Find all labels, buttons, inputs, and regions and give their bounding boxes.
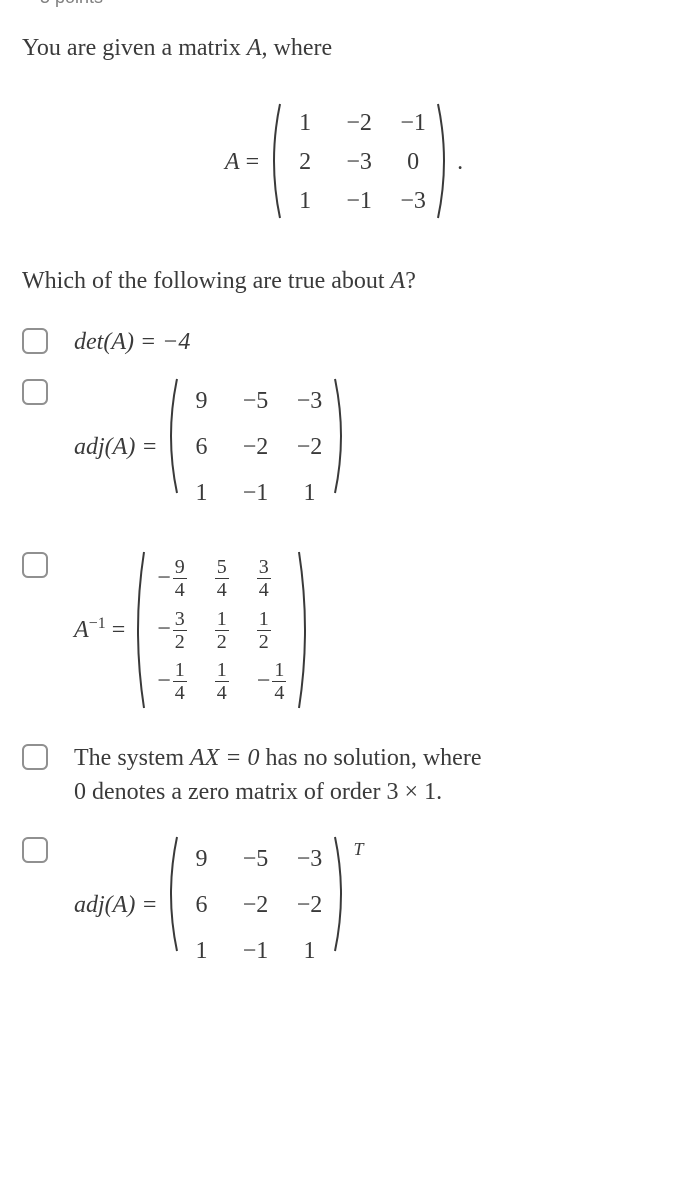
opt5-content: adj(A) = 9 −5 −3 6 −2 −2 1 −1 1 T [74,835,666,976]
cell-r3c3: 1 [296,477,324,511]
cell-r1c2: −5 [242,385,270,419]
cell-r3c2: −1 [345,188,373,215]
cell-r2c1: −32 [157,609,187,652]
cell-r3c2: −1 [242,477,270,511]
matrix-A: 1 −2 −1 2 −3 0 1 −1 −3 [265,102,453,223]
cell-r1c2: −2 [345,110,373,137]
checkbox-3[interactable] [22,552,48,578]
cell-r3c2: 14 [215,660,229,703]
cell-r2c2: −3 [345,149,373,176]
cell-r1c1: −94 [157,557,187,600]
cell-r1c3: −3 [296,843,324,877]
matrix-A-after: . [457,149,463,176]
opt3-content: A−1 = −94 54 34 −32 12 12 −14 14 −14 [74,550,666,710]
checkbox-1[interactable] [22,328,48,354]
cell-r1c2: 54 [215,557,229,600]
matrix-A-definition: A = 1 −2 −1 2 −3 0 1 −1 −3 . [22,102,666,223]
cell-r2c1: 6 [188,889,216,923]
cell-r1c3: 34 [257,557,287,600]
o4c: has no solution, where [260,745,482,771]
q2-prefix: Which of the following are true about [22,268,391,294]
o4g: . [436,779,442,805]
cell-r2c2: −2 [242,431,270,465]
opt2-lhs: adj(A) = [74,431,158,465]
opt5-transpose: T [354,837,364,862]
cell-r3c1: 1 [188,935,216,969]
o4a: The system [74,745,190,771]
option-1[interactable]: det(A) = −4 [22,326,666,360]
cell-r1c3: −1 [399,110,427,137]
intro-suffix: , where [262,35,333,61]
cell-r2c3: −2 [296,889,324,923]
o4d: 0 [74,779,86,805]
opt5-lhs: adj(A) = [74,889,158,923]
cell-r3c1: 1 [188,477,216,511]
checkbox-5[interactable] [22,837,48,863]
points-label: 5 points [40,0,103,8]
intro-prefix: You are given a matrix [22,35,247,61]
cell-r3c3: −3 [399,188,427,215]
opt1-text: det(A) = −4 [74,329,190,355]
o4b: AX = 0 [190,745,260,771]
cell-r1c2: −5 [242,843,270,877]
matrix-A-lhs: A = [225,149,259,176]
matrix-inv: −94 54 34 −32 12 12 −14 14 −14 [129,550,314,710]
cell-r2c2: 12 [215,609,229,652]
checkbox-4[interactable] [22,744,48,770]
cell-r2c3: 12 [257,609,287,652]
matrix-adj: 9 −5 −3 6 −2 −2 1 −1 1 [162,377,350,518]
cell-r3c3: −14 [257,660,287,703]
cell-r1c1: 9 [188,385,216,419]
matA-eq: = [240,149,260,175]
o4f: 3 × 1 [387,779,437,805]
question-intro: You are given a matrix A, where [22,32,666,64]
opt2-content: adj(A) = 9 −5 −3 6 −2 −2 1 −1 1 [74,377,666,518]
q2-suffix: ? [405,268,416,294]
option-4[interactable]: The system AX = 0 has no solution, where… [22,742,666,809]
cell-r3c1: 1 [291,188,319,215]
question-body: Which of the following are true about A? [22,265,666,297]
points-row: 5 points [22,0,666,16]
opt3-exp: −1 [89,615,106,632]
cell-r2c1: 2 [291,149,319,176]
option-2[interactable]: adj(A) = 9 −5 −3 6 −2 −2 1 −1 1 [22,377,666,518]
option-3[interactable]: A−1 = −94 54 34 −32 12 12 −14 14 −14 [22,550,666,710]
cell-r1c1: 1 [291,110,319,137]
matA-var: A [225,149,240,175]
cell-r2c3: 0 [399,149,427,176]
intro-var: A [247,35,262,61]
cell-r2c2: −2 [242,889,270,923]
opt3-lhs: A−1 = [74,613,125,648]
matrix-adj-T: 9 −5 −3 6 −2 −2 1 −1 1 [162,835,350,976]
cell-r2c1: 6 [188,431,216,465]
cell-r3c3: 1 [296,935,324,969]
options-list: det(A) = −4 adj(A) = 9 −5 −3 6 −2 −2 1 −1 1 A−1 … [22,326,666,976]
q2-var: A [391,268,406,294]
opt3-eq: = [106,617,126,643]
cell-r1c1: 9 [188,843,216,877]
checkbox-2[interactable] [22,379,48,405]
cell-r1c3: −3 [296,385,324,419]
opt3-var: A [74,617,89,643]
cell-r2c3: −2 [296,431,324,465]
option-5[interactable]: adj(A) = 9 −5 −3 6 −2 −2 1 −1 1 T [22,835,666,976]
o4e: denotes a zero matrix of order [86,779,387,805]
cell-r3c1: −14 [157,660,187,703]
opt4-content: The system AX = 0 has no solution, where… [74,742,666,809]
cell-r3c2: −1 [242,935,270,969]
